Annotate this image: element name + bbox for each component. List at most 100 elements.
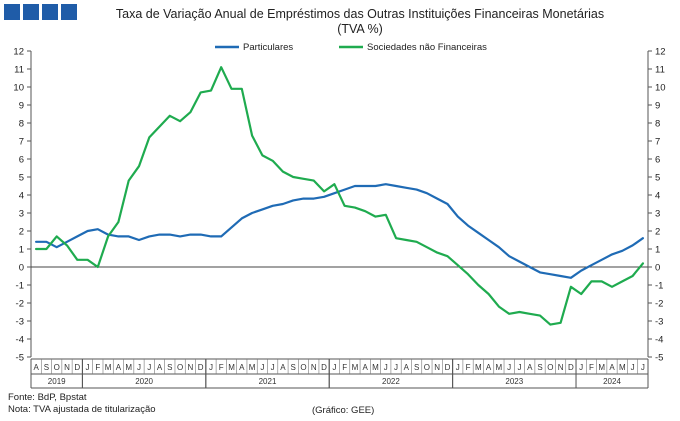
chart-title: Taxa de Variação Anual de Empréstimos da… [115,7,605,21]
year-label: 2021 [259,377,277,386]
x-tick-label: J [641,363,645,372]
x-tick-label: F [219,363,224,372]
x-tick-label: M [125,363,132,372]
series-line-particulares [34,183,645,279]
legend-label: Sociedades não Financeiras [367,42,487,53]
y-tick-label-left: 0 [19,263,24,274]
x-tick-label: J [579,363,583,372]
x-tick-label: D [198,363,204,372]
x-tick-label: M [496,363,503,372]
y-tick-label-left: 11 [14,65,24,76]
year-label: 2024 [603,377,621,386]
x-tick-label: D [321,363,327,372]
x-tick-label: F [466,363,471,372]
x-tick-label: O [547,363,553,372]
x-tick-label: N [188,363,194,372]
x-tick-label: N [311,363,317,372]
x-tick-label: A [363,363,369,372]
y-tick-label-left: 7 [19,137,24,148]
y-tick-label-right: -3 [655,317,663,328]
y-tick-label-right: -2 [655,299,663,310]
y-tick-label-left: 10 [13,83,24,94]
x-tick-label: J [137,363,141,372]
x-tick-label: M [105,363,112,372]
x-tick-label: M [249,363,256,372]
y-tick-label-right: 7 [655,137,660,148]
y-tick-label-right: 10 [655,83,666,94]
x-tick-label: M [475,363,482,372]
x-tick-label: J [147,363,151,372]
x-tick-label: O [54,363,60,372]
legend-label: Particulares [243,42,293,53]
x-tick-label: M [598,363,605,372]
y-tick-label-left: -4 [16,335,24,346]
x-tick-label: F [589,363,594,372]
y-tick-label-left: -3 [16,317,24,328]
x-tick-label: A [280,363,286,372]
x-tick-label: D [445,363,451,372]
y-tick-label-left: 2 [19,227,24,238]
y-tick-label-left: 5 [19,173,24,184]
x-tick-label: A [116,363,122,372]
y-tick-label-left: -1 [16,281,24,292]
x-tick-label: A [239,363,245,372]
chart-credit: (Gráfico: GEE) [312,405,375,416]
x-tick-label: N [558,363,564,372]
y-tick-label-right: 3 [655,209,660,220]
x-tick-label: N [64,363,70,372]
y-tick-label-left: -5 [16,353,24,364]
year-label: 2020 [135,377,153,386]
year-label: 2023 [505,377,523,386]
y-tick-label-left: 3 [19,209,24,220]
y-tick-label-right: 5 [655,173,660,184]
y-tick-label-right: -4 [655,335,663,346]
x-tick-label: J [394,363,398,372]
x-tick-label: J [271,363,275,372]
x-tick-label: D [568,363,574,372]
y-tick-label-right: 11 [655,65,665,76]
x-tick-label: S [291,363,296,372]
y-tick-label-left: -2 [16,299,24,310]
x-tick-label: M [372,363,379,372]
x-tick-label: O [177,363,183,372]
y-tick-label-right: -1 [655,281,663,292]
series-line-sociedades [34,66,645,326]
logo-block-3 [42,4,58,20]
y-tick-label-right: 9 [655,101,660,112]
x-tick-label: F [342,363,347,372]
chart-subtitle: (TVA %) [337,22,383,36]
y-tick-label-right: -5 [655,353,663,364]
y-tick-label-left: 9 [19,101,24,112]
x-tick-label: A [609,363,615,372]
y-tick-label-right: 6 [655,155,660,166]
x-tick-label: J [517,363,521,372]
x-tick-label: A [404,363,410,372]
x-tick-label: J [86,363,90,372]
x-tick-label: S [537,363,542,372]
logo-block-4 [61,4,77,20]
titularization-note: Nota: TVA ajustada de titularização [8,404,156,415]
x-tick-label: J [384,363,388,372]
logo-block-1 [4,4,20,20]
x-tick-label: J [332,363,336,372]
x-tick-label: A [157,363,163,372]
x-tick-label: A [527,363,533,372]
y-tick-label-right: 1 [655,245,660,256]
logo-block-2 [23,4,39,20]
x-tick-label: F [95,363,100,372]
x-tick-label: S [414,363,419,372]
source-note: Fonte: BdP, Bpstat [8,392,87,403]
year-label: 2019 [48,377,66,386]
y-tick-label-left: 6 [19,155,24,166]
x-tick-label: A [486,363,492,372]
y-tick-label-left: 12 [13,47,24,58]
x-tick-label: J [456,363,460,372]
x-tick-label: J [260,363,264,372]
y-tick-label-left: 4 [19,191,24,202]
x-tick-label: J [209,363,213,372]
x-tick-label: O [300,363,306,372]
y-tick-label-left: 8 [19,119,24,130]
x-tick-label: A [33,363,39,372]
y-tick-label-right: 2 [655,227,660,238]
